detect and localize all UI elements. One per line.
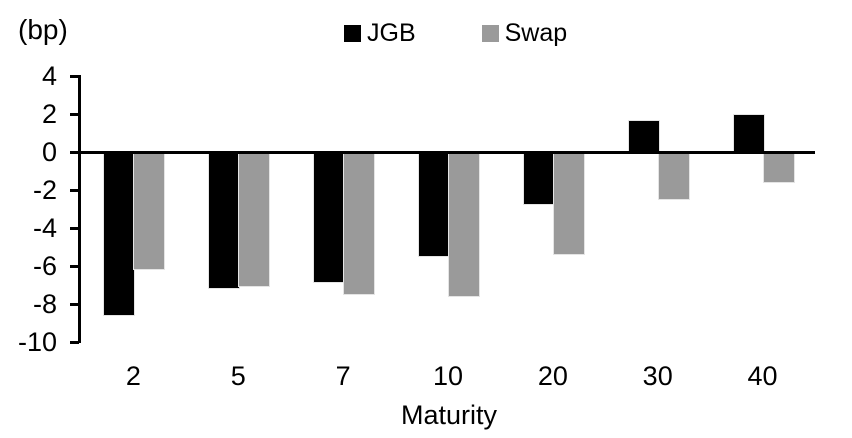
- x-tick-label: 40: [747, 361, 778, 391]
- y-axis-tick: [70, 150, 79, 154]
- legend: JGB Swap: [344, 21, 567, 46]
- bar-swap-2: [133, 152, 166, 270]
- bar-swap-30: [657, 152, 690, 200]
- y-tick-label: -6: [32, 251, 57, 281]
- bar-jgb-20: [522, 152, 555, 206]
- x-tick-label: 7: [335, 361, 351, 391]
- y-tick-label: 0: [41, 137, 57, 167]
- y-tick-label: 2: [41, 99, 57, 129]
- x-axis-title: Maturity: [400, 400, 498, 430]
- y-axis-tick: [70, 226, 79, 230]
- legend-item-swap: Swap: [481, 19, 568, 47]
- y-axis-tick: [70, 112, 79, 116]
- y-axis-line: [78, 75, 81, 343]
- y-axis-tick: [70, 74, 79, 78]
- bar-swap-7: [343, 152, 376, 295]
- y-tick-label: -4: [32, 213, 57, 243]
- bar-jgb-10: [418, 152, 450, 257]
- bar-jgb-40: [732, 114, 765, 154]
- x-tick-label: 10: [432, 361, 464, 391]
- zero-baseline: [81, 150, 815, 154]
- y-axis-tick: [70, 302, 79, 306]
- y-axis-tick: [70, 264, 79, 268]
- bar-jgb-5: [208, 152, 241, 289]
- legend-item-jgb: JGB: [344, 21, 416, 46]
- bar-swap-10: [448, 152, 480, 297]
- y-axis-tick: [70, 188, 79, 192]
- x-tick-label: 20: [537, 361, 568, 391]
- bar-swap-40: [762, 152, 795, 183]
- x-tick-label: 5: [230, 361, 246, 391]
- y-axis-unit-label: (bp): [18, 14, 68, 45]
- bar-swap-5: [238, 152, 271, 287]
- swap-legend-swatch-icon: [481, 25, 499, 42]
- x-tick-label: 30: [642, 361, 673, 391]
- swap-legend-label: Swap: [504, 19, 568, 47]
- x-tick-label: 2: [125, 361, 141, 391]
- bar-jgb-7: [313, 152, 346, 284]
- jgb-legend-label: JGB: [367, 19, 416, 47]
- bar-jgb-2: [103, 152, 136, 316]
- y-tick-label: -2: [32, 175, 57, 205]
- bar-jgb-30: [627, 119, 660, 154]
- bar-swap-20: [552, 152, 585, 255]
- y-tick-label: 4: [41, 61, 57, 91]
- y-axis-tick: [70, 340, 79, 344]
- y-tick-label: -10: [17, 327, 57, 357]
- jgb-legend-swatch-icon: [344, 25, 361, 42]
- y-tick-label: -8: [32, 289, 57, 319]
